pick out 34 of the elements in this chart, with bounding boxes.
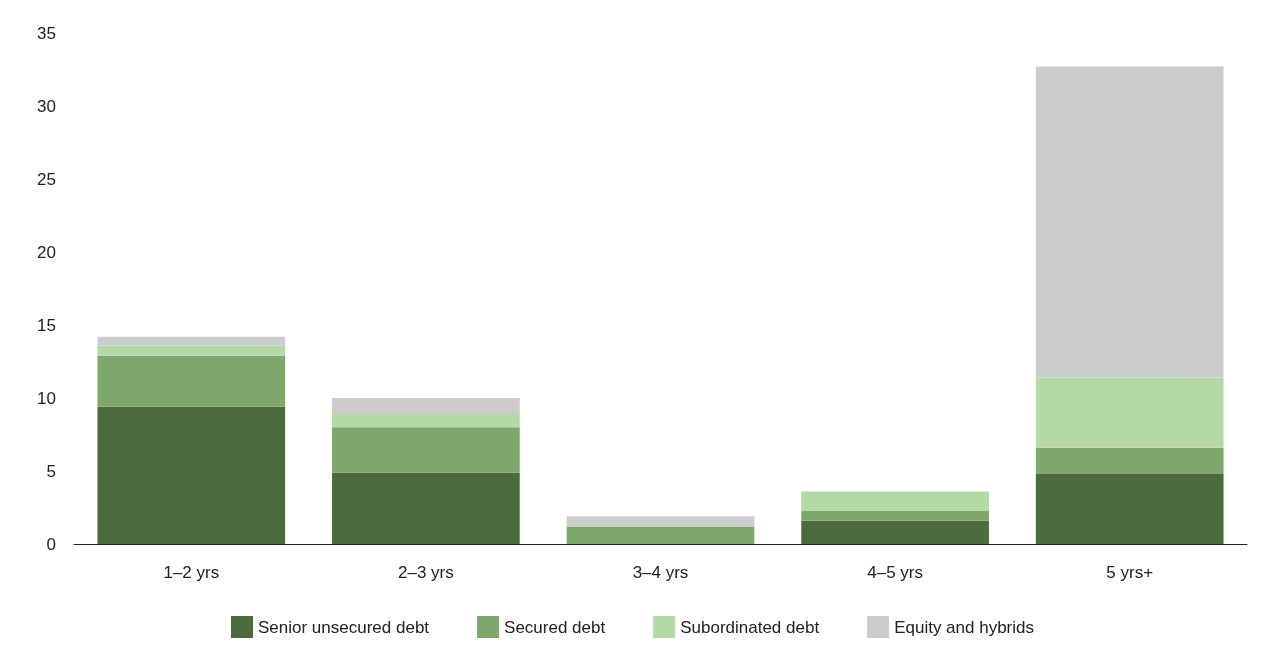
y-tick-label: 25 — [37, 169, 56, 189]
bar — [1035, 473, 1224, 544]
y-tick-label: 5 — [46, 461, 56, 481]
bar — [332, 414, 520, 428]
y-tick-label: 15 — [37, 315, 56, 335]
bar — [332, 427, 520, 473]
legend-label: Subordinated debt — [680, 617, 820, 637]
bar — [332, 398, 520, 415]
bar — [1035, 377, 1224, 448]
y-tick-label: 0 — [46, 534, 56, 554]
x-tick-label: 2–3 yrs — [398, 563, 454, 582]
bar — [97, 406, 286, 544]
bar — [97, 345, 286, 356]
x-tick-label: 1–2 yrs — [163, 563, 220, 582]
bar — [97, 355, 286, 407]
legend-label: Equity and hybrids — [894, 617, 1035, 637]
bar — [566, 526, 755, 544]
bar — [1035, 447, 1224, 474]
bar — [801, 491, 989, 511]
x-tick-label: 4–5 yrs — [867, 563, 923, 582]
bar — [97, 336, 286, 346]
bar — [801, 510, 989, 521]
bar — [566, 516, 755, 527]
bar — [332, 472, 520, 544]
y-tick-label: 20 — [37, 242, 56, 262]
bar — [801, 520, 989, 544]
x-tick-label: 3–4 yrs — [632, 563, 689, 582]
y-tick-label: 30 — [37, 96, 56, 116]
bar — [1035, 66, 1224, 378]
legend-label: Senior unsecured debt — [258, 617, 430, 637]
y-tick-label: 35 — [37, 23, 56, 43]
legend-label: Secured debt — [504, 617, 606, 637]
x-tick-label: 5 yrs+ — [1106, 563, 1154, 582]
y-tick-label: 10 — [37, 388, 56, 408]
